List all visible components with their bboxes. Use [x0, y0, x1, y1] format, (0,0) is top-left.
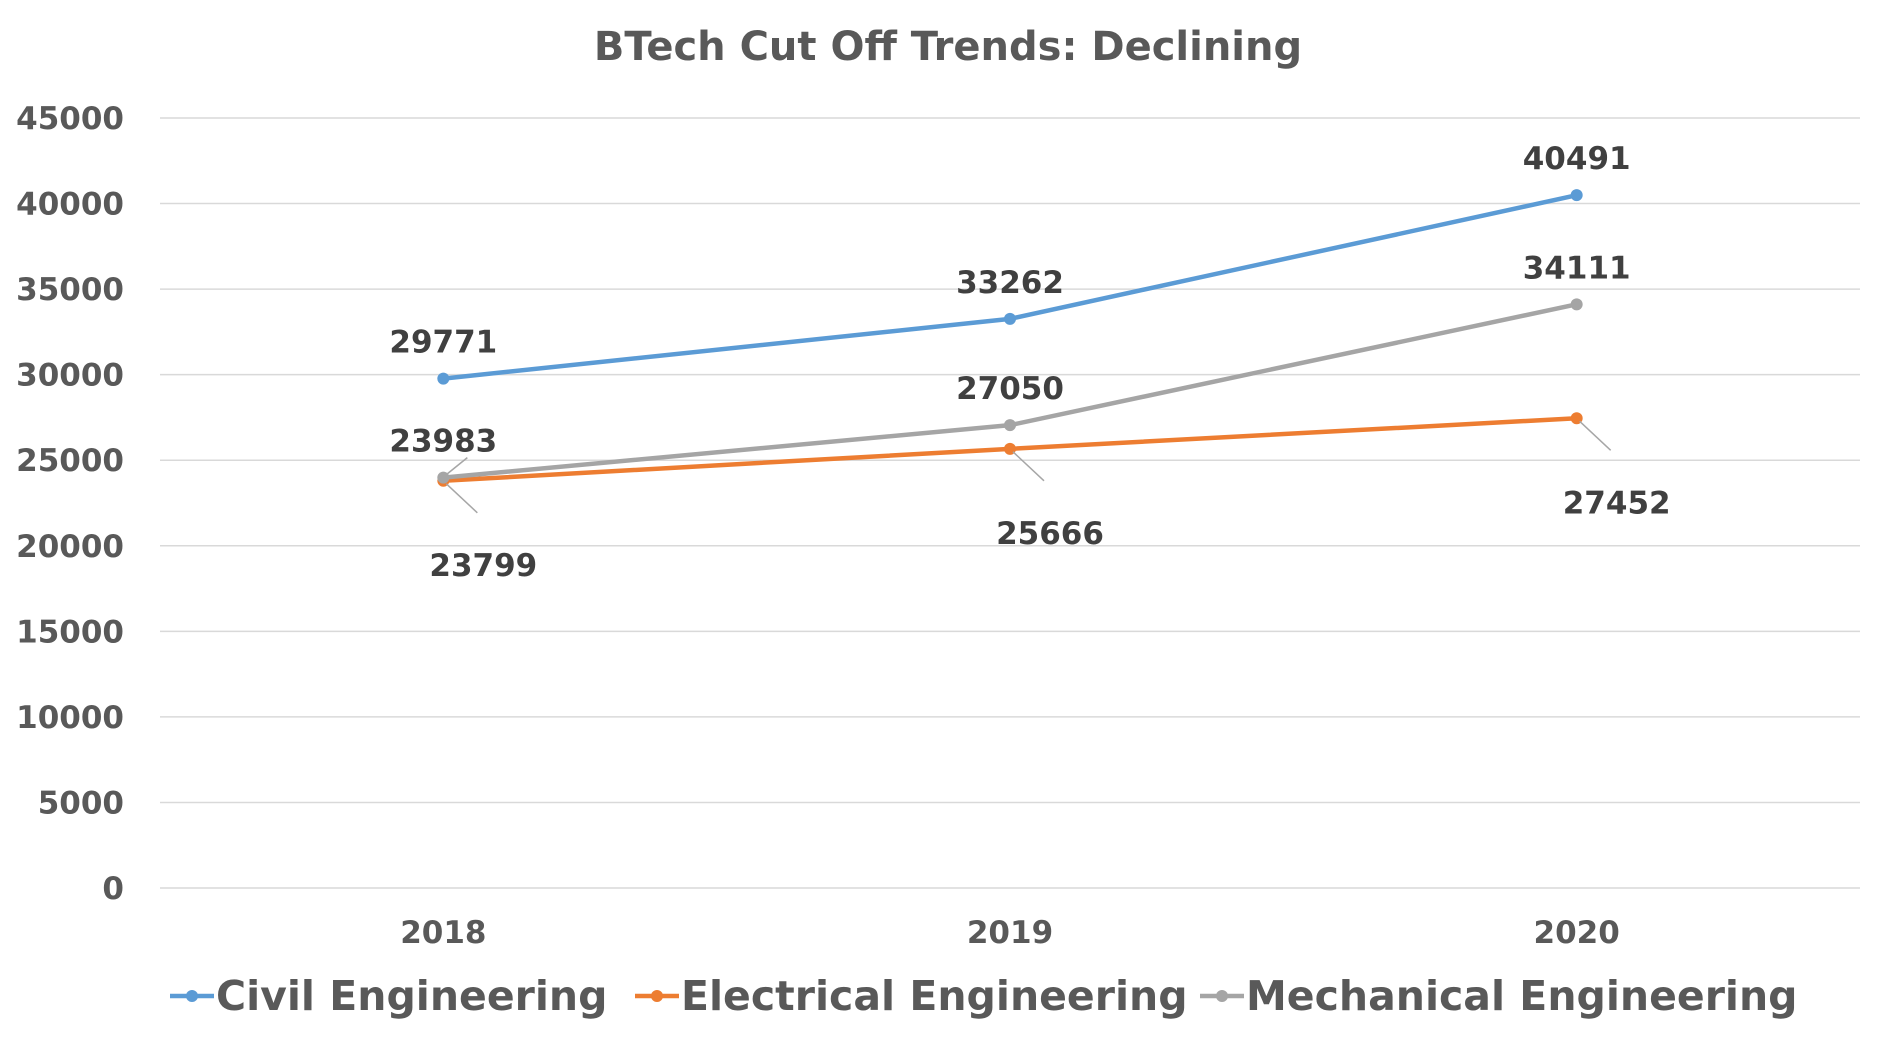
legend-label: Electrical Engineering [681, 972, 1188, 1020]
series-mechanical-engineering [437, 298, 1583, 484]
label-leader-line [1579, 420, 1612, 451]
data-label: 33262 [956, 265, 1064, 301]
data-label: 23983 [389, 424, 497, 460]
y-tick-label: 40000 [16, 187, 124, 223]
y-tick-label: 30000 [16, 358, 124, 394]
data-label: 34111 [1523, 250, 1631, 286]
x-tick-label: 2020 [1534, 915, 1620, 951]
x-axis-ticks: 2018 2019 2020 [400, 915, 1620, 951]
x-tick-label: 2018 [400, 915, 486, 951]
y-tick-label: 0 [102, 871, 124, 907]
x-tick-label: 2019 [967, 915, 1053, 951]
data-label: 27050 [956, 371, 1064, 407]
legend-item: Mechanical Engineering [1200, 972, 1798, 1020]
y-tick-label: 10000 [16, 700, 124, 736]
legend-marker [1216, 990, 1228, 1002]
y-tick-label: 45000 [16, 101, 124, 137]
legend-label: Civil Engineering [216, 972, 607, 1020]
legend-label: Mechanical Engineering [1246, 972, 1798, 1020]
data-point [437, 372, 450, 385]
data-labels: 29771 33262 40491 23799 25666 27452 23983 27050… [389, 141, 1670, 584]
series-lines [437, 189, 1583, 487]
data-point [1570, 298, 1583, 311]
y-tick-label: 5000 [38, 785, 124, 821]
y-tick-label: 25000 [16, 443, 124, 479]
legend-marker [651, 990, 663, 1002]
data-point [1004, 419, 1016, 432]
y-tick-label: 15000 [16, 614, 124, 650]
legend: Civil Engineering Electrical Engineering M… [170, 972, 1798, 1020]
data-point [1004, 312, 1016, 325]
label-leader-line [445, 483, 478, 514]
y-tick-label: 20000 [16, 529, 124, 565]
data-label: 27452 [1563, 485, 1671, 521]
label-leader-line [1012, 451, 1045, 482]
data-label: 29771 [389, 325, 497, 361]
data-label: 40491 [1523, 141, 1631, 177]
legend-item: Electrical Engineering [635, 972, 1188, 1020]
label-leader-line [445, 457, 468, 476]
data-label: 23799 [429, 548, 537, 584]
series-civil-engineering [437, 189, 1583, 385]
data-label: 25666 [996, 516, 1104, 552]
data-point [1570, 189, 1583, 202]
y-tick-label: 35000 [16, 272, 124, 308]
chart-title: BTech Cut Off Trends: Declining [594, 24, 1302, 70]
legend-item: Civil Engineering [170, 972, 607, 1020]
legend-marker [186, 990, 198, 1002]
y-axis-ticks: 0 5000 10000 15000 20000 25000 30000 35000 40000… [16, 101, 124, 907]
